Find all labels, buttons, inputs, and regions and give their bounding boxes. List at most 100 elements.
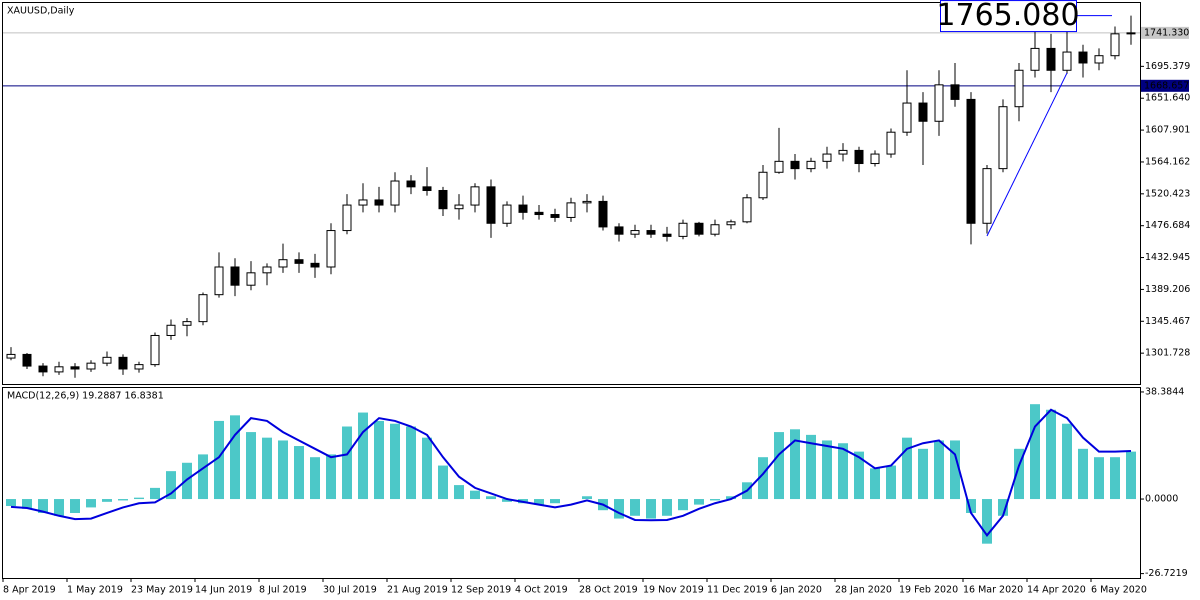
macd-bar — [326, 454, 336, 500]
candle-body — [294, 259, 304, 264]
candle-body — [86, 362, 96, 370]
macd-bar — [166, 471, 176, 500]
macd-bar — [54, 499, 64, 516]
x-tick-label: 19 Feb 2020 — [899, 585, 958, 596]
candle-body — [54, 366, 64, 373]
candle-body — [838, 149, 848, 155]
candle-body — [1110, 33, 1120, 57]
signal-line — [10, 408, 1132, 537]
macd-bar — [470, 490, 480, 500]
macd-bar — [934, 440, 944, 500]
candle-body — [934, 84, 944, 122]
macd-bar — [38, 499, 48, 513]
candle-body — [950, 84, 960, 100]
macd-bar — [230, 415, 240, 500]
candle-body — [854, 149, 864, 165]
level-label: 1668.657 — [1144, 80, 1189, 91]
macd-bar — [662, 499, 672, 516]
macd-bar — [950, 440, 960, 500]
macd-bar — [422, 437, 432, 500]
candle-body — [182, 321, 192, 326]
level-box — [1141, 79, 1189, 92]
candle-body — [790, 160, 800, 170]
macd-bar — [1126, 451, 1136, 500]
macd-bar — [134, 497, 144, 500]
x-tick-label: 6 May 2020 — [1091, 585, 1147, 596]
candle-body — [870, 153, 880, 165]
candle-body — [374, 199, 384, 206]
candle-body — [502, 204, 512, 224]
macd-bar — [550, 499, 560, 504]
x-tick-label: 8 Apr 2019 — [3, 585, 56, 596]
y-tick-label: 1301.728 — [1145, 348, 1190, 359]
candle-body — [134, 364, 144, 370]
x-tick-label: 14 Apr 2020 — [1027, 585, 1086, 596]
candle-body — [6, 353, 16, 359]
candle-body — [694, 222, 704, 235]
macd-bar — [118, 499, 128, 501]
y-tick-label: 1651.640 — [1145, 93, 1190, 104]
candle-body — [550, 214, 560, 218]
y-tick-label: 1476.684 — [1145, 220, 1190, 231]
x-tick-label: 12 Sep 2019 — [451, 585, 511, 596]
candle-body — [582, 200, 592, 204]
candle-body — [1030, 47, 1040, 71]
y-tick-label: 0.0000 — [1145, 494, 1178, 505]
candle-body — [454, 204, 464, 210]
candle-body — [262, 266, 272, 274]
macd-bar — [406, 426, 416, 500]
candle-body — [486, 186, 496, 224]
candle-body — [918, 102, 928, 122]
x-tick-label: 21 Aug 2019 — [387, 585, 448, 596]
macd-bar — [342, 426, 352, 500]
candle-body — [566, 202, 576, 218]
macd-bar — [438, 465, 448, 500]
candle-body — [118, 356, 128, 370]
macd-bar — [726, 496, 736, 500]
price-label-box — [940, 0, 1077, 33]
macd-bar — [870, 468, 880, 500]
x-tick-label: 11 Dec 2019 — [707, 585, 768, 596]
candle-body — [678, 222, 688, 237]
macd-bar — [1030, 404, 1040, 500]
candle-body — [614, 226, 624, 235]
x-tick-label: 14 Jun 2019 — [195, 585, 252, 596]
candle-body — [518, 204, 528, 213]
candle-body — [758, 171, 768, 199]
macd-bar — [70, 499, 80, 513]
candle-body — [38, 365, 48, 373]
macd-bar — [678, 499, 688, 511]
macd-bar — [982, 499, 992, 544]
candle-body — [1014, 69, 1024, 108]
macd-bar — [822, 440, 832, 500]
x-tick-label: 28 Oct 2019 — [579, 585, 638, 596]
price-label: 1765.080 — [936, 0, 1079, 33]
macd-bar — [886, 465, 896, 500]
candle-body — [1062, 51, 1072, 71]
macd-bar — [246, 432, 256, 500]
macd-bar — [838, 443, 848, 500]
macd-bar — [390, 423, 400, 500]
y-tick-label: 1520.423 — [1145, 188, 1190, 199]
candle-body — [70, 366, 80, 370]
candle-body — [166, 324, 176, 336]
candle-body — [358, 199, 368, 206]
y-tick-label: 1564.162 — [1145, 156, 1190, 167]
macd-bar — [646, 499, 656, 519]
candle-body — [326, 230, 336, 268]
x-tick-label: 30 Jul 2019 — [323, 585, 377, 596]
macd-bar — [534, 499, 544, 505]
x-tick-label: 8 Jul 2019 — [259, 585, 307, 596]
macd-bar — [1110, 457, 1120, 500]
y-tick-label: 1432.945 — [1145, 252, 1190, 263]
macd-bar — [1014, 448, 1024, 500]
macd-bar — [630, 499, 640, 516]
macd-bar — [454, 485, 464, 500]
macd-bar — [918, 448, 928, 500]
candle-body — [998, 106, 1008, 170]
x-tick-label: 6 Jan 2020 — [771, 585, 822, 596]
candle-body — [902, 102, 912, 133]
candle-body — [278, 259, 288, 268]
macd-bar — [710, 499, 720, 501]
y-tick-label: 38.3844 — [1145, 386, 1184, 397]
